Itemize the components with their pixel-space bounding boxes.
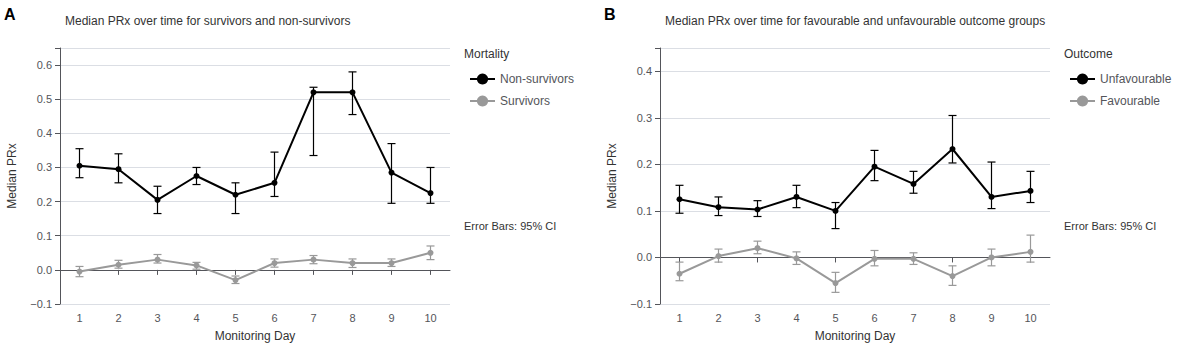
svg-text:Median PRx over time for survi: Median PRx over time for survivors and n… [65,14,350,28]
svg-text:Median PRx: Median PRx [605,143,619,208]
svg-text:Favourable: Favourable [1100,94,1160,108]
svg-text:7: 7 [910,312,916,324]
svg-text:Median PRx: Median PRx [5,143,19,208]
svg-text:Non-survivors: Non-survivors [500,72,574,86]
svg-text:0.5: 0.5 [37,93,52,105]
svg-text:0.3: 0.3 [37,161,52,173]
svg-text:Survivors: Survivors [500,94,550,108]
svg-text:Monitoring Day: Monitoring Day [215,329,296,343]
svg-text:0.2: 0.2 [37,196,52,208]
svg-text:Monitoring Day: Monitoring Day [815,329,896,343]
svg-text:Error Bars: 95% CI: Error Bars: 95% CI [1064,220,1156,232]
svg-text:7: 7 [310,312,316,324]
svg-text:0.6: 0.6 [37,59,52,71]
svg-text:4: 4 [793,312,799,324]
svg-text:10: 10 [1024,312,1036,324]
svg-text:1: 1 [76,312,82,324]
svg-text:2: 2 [715,312,721,324]
svg-text:2: 2 [115,312,121,324]
svg-text:9: 9 [388,312,394,324]
svg-text:9: 9 [988,312,994,324]
svg-text:3: 3 [154,312,160,324]
svg-text:1: 1 [676,312,682,324]
svg-text:6: 6 [871,312,877,324]
svg-text:5: 5 [832,312,838,324]
svg-text:0.0: 0.0 [37,264,52,276]
svg-text:5: 5 [232,312,238,324]
svg-text:0.1: 0.1 [637,205,652,217]
svg-text:0.4: 0.4 [37,127,52,139]
svg-text:0.0: 0.0 [637,251,652,263]
svg-text:0.2: 0.2 [637,158,652,170]
svg-text:3: 3 [754,312,760,324]
svg-text:4: 4 [193,312,199,324]
svg-text:0.1: 0.1 [37,230,52,242]
svg-text:−0.1: −0.1 [30,298,52,310]
svg-text:Error Bars: 95% CI: Error Bars: 95% CI [464,220,556,232]
svg-text:8: 8 [949,312,955,324]
svg-text:6: 6 [271,312,277,324]
svg-text:Unfavourable: Unfavourable [1100,72,1172,86]
svg-text:Median PRx over time for favou: Median PRx over time for favourable and … [665,14,1045,28]
svg-text:0.3: 0.3 [637,112,652,124]
svg-text:0.4: 0.4 [637,65,652,77]
svg-text:8: 8 [349,312,355,324]
svg-text:A: A [4,6,16,23]
svg-text:B: B [604,6,616,23]
svg-text:Mortality: Mortality [464,47,509,61]
svg-text:10: 10 [424,312,436,324]
svg-text:Outcome: Outcome [1064,47,1113,61]
svg-text:−0.1: −0.1 [630,298,652,310]
